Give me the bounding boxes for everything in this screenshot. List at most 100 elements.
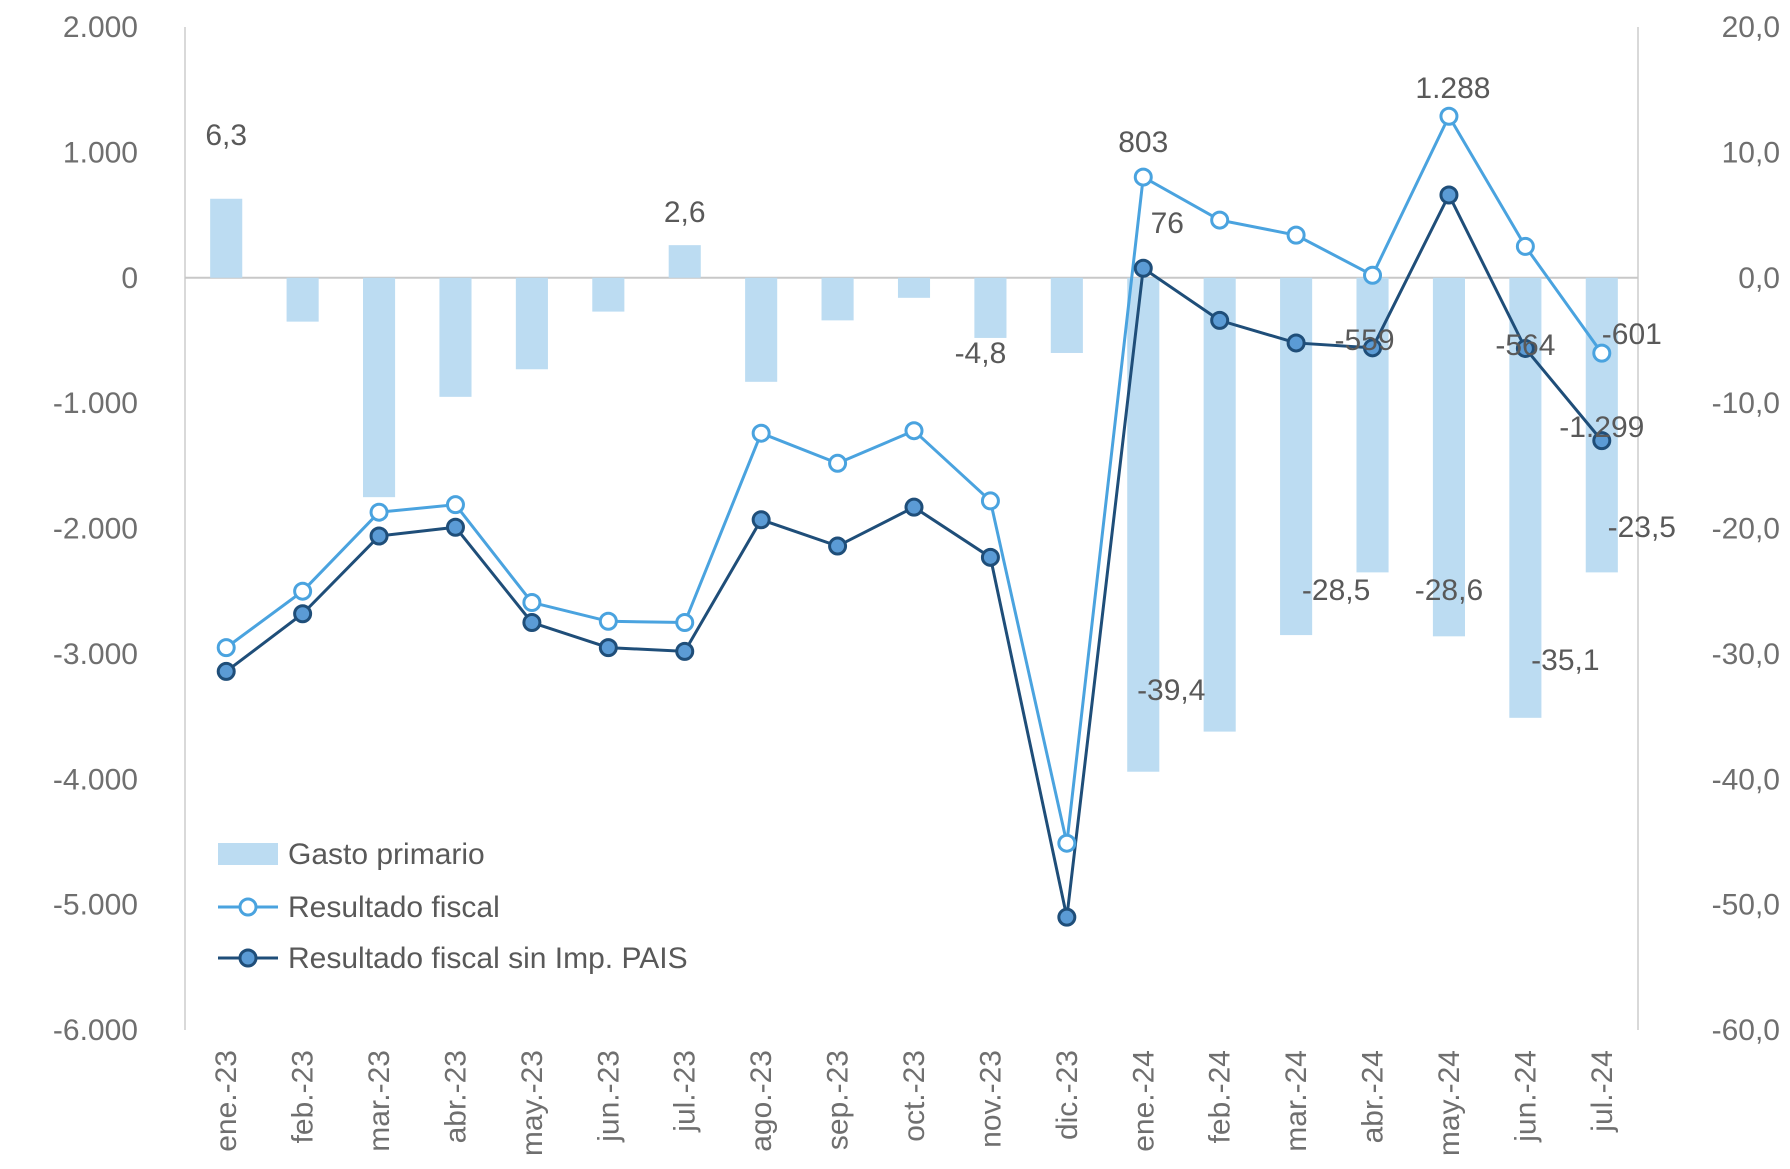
data-label-resultado-fiscal-sin-imp-pais: -564 (1495, 329, 1555, 362)
x-axis-tick-label: dic.-23 (1051, 1050, 1084, 1140)
point-resultado-fiscal-sin-imp-pais (904, 497, 924, 517)
point-resultado-fiscal (293, 581, 313, 601)
point-resultado-fiscal-sin-imp-pais (522, 613, 542, 633)
right-axis-tick-label: -30,0 (1712, 638, 1780, 671)
x-axis-tick-label: feb.-23 (287, 1050, 320, 1143)
point-resultado-fiscal (1210, 210, 1230, 230)
right-axis-tick-label: 0,0 (1738, 262, 1780, 295)
data-label-gasto-primario: -28,6 (1415, 574, 1483, 607)
legend-marker (238, 897, 258, 917)
legend-label-gasto-primario: Gasto primario (288, 838, 485, 871)
point-resultado-fiscal (675, 613, 695, 633)
point-resultado-fiscal (980, 491, 1000, 511)
point-resultado-fiscal (1592, 343, 1612, 363)
data-label-gasto-primario: -23,5 (1608, 511, 1676, 544)
bar-gasto-primario (1432, 277, 1465, 637)
left-axis-tick-label: 2.000 (63, 11, 138, 44)
left-axis-tick-label: 1.000 (63, 136, 138, 169)
legend-marker (238, 948, 258, 968)
point-resultado-fiscal-sin-imp-pais (216, 661, 236, 681)
bar-gasto-primario (439, 277, 472, 397)
left-axis-tick-label: -3.000 (53, 638, 138, 671)
point-resultado-fiscal (216, 638, 236, 658)
point-resultado-fiscal (1133, 167, 1153, 187)
left-axis-tick-label: -1.000 (53, 387, 138, 420)
point-resultado-fiscal-sin-imp-pais (1515, 338, 1535, 358)
bar-gasto-primario (745, 277, 778, 382)
x-axis-tick-label: jun.-24 (1509, 1050, 1542, 1143)
legend-label-resultado-fiscal-sin-imp-pais: Resultado fiscal sin Imp. PAIS (288, 942, 688, 975)
data-label-resultado-fiscal: 803 (1118, 126, 1168, 159)
bar-gasto-primario (210, 198, 243, 278)
right-axis-tick-label: -50,0 (1712, 889, 1780, 922)
x-axis-tick-label: abr.-24 (1357, 1050, 1390, 1143)
x-axis-tick-label: oct.-23 (898, 1050, 931, 1142)
point-resultado-fiscal-sin-imp-pais (293, 604, 313, 624)
right-axis-tick-label: 20,0 (1722, 11, 1780, 44)
x-axis-tick-label: ene.-24 (1127, 1050, 1160, 1152)
x-axis-tick-label: ene.-23 (210, 1050, 243, 1152)
right-axis-tick-label: -60,0 (1712, 1014, 1780, 1047)
data-label-gasto-primario: -28,5 (1302, 574, 1370, 607)
left-axis-tick-label: 0 (121, 262, 138, 295)
x-axis-tick-label: may.-24 (1433, 1050, 1466, 1156)
data-label-resultado-fiscal: 1.288 (1415, 72, 1490, 105)
legend-swatch-gasto-primario (218, 843, 278, 865)
bar-gasto-primario (974, 277, 1007, 338)
legend: Gasto primario Resultado fiscal Resultado … (218, 838, 688, 975)
line-resultado-fiscal-sin-imp-pais (225, 191, 1603, 918)
data-label-resultado-fiscal-sin-imp-pais: 76 (1151, 207, 1184, 240)
point-resultado-fiscal-sin-imp-pais (1210, 310, 1230, 330)
point-resultado-fiscal (1439, 106, 1459, 126)
point-resultado-fiscal (369, 502, 389, 522)
point-resultado-fiscal-sin-imp-pais (1057, 907, 1077, 927)
right-axis-tick-label: 10,0 (1722, 136, 1780, 169)
x-axis-tick-label: abr.-23 (439, 1050, 472, 1143)
point-resultado-fiscal-sin-imp-pais (675, 641, 695, 661)
point-resultado-fiscal (1057, 833, 1077, 853)
bar-gasto-primario (1203, 277, 1236, 732)
point-resultado-fiscal-sin-imp-pais (1592, 431, 1612, 451)
point-resultado-fiscal (1363, 265, 1383, 285)
bars-layer (210, 198, 1618, 772)
bar-gasto-primario (515, 277, 548, 370)
x-axis-tick-label: nov.-23 (974, 1050, 1007, 1148)
line-resultado-fiscal (225, 113, 1604, 844)
bar-gasto-primario (1356, 277, 1389, 573)
chart-axes: 2.000 1.000 0 -1.000 -2.000 -3.000 -4.000 -5.00… (53, 11, 1780, 1156)
bar-gasto-primario (897, 277, 931, 298)
left-axis-tick-label: -6.000 (53, 1014, 138, 1047)
point-resultado-fiscal (904, 421, 924, 441)
data-label-gasto-primario: 2,6 (664, 196, 706, 229)
left-axis-tick-label: -4.000 (53, 763, 138, 796)
right-axis-tick-label: -40,0 (1712, 763, 1780, 796)
bar-gasto-primario (363, 277, 396, 498)
point-resultado-fiscal-sin-imp-pais (1286, 333, 1306, 353)
point-resultado-fiscal (751, 423, 771, 443)
x-axis-tick-label: may.-23 (516, 1050, 549, 1156)
x-axis-tick-label: feb.-24 (1204, 1050, 1237, 1143)
right-axis-tick-label: -10,0 (1712, 387, 1780, 420)
point-resultado-fiscal-sin-imp-pais (1363, 338, 1383, 358)
bar-gasto-primario (668, 245, 701, 278)
x-axis-tick-label: jul.-23 (669, 1050, 702, 1133)
x-axis-tick-label: jun.-23 (592, 1050, 625, 1143)
data-label-resultado-fiscal-sin-imp-pais: -559 (1335, 324, 1395, 357)
data-labels-layer: 6,3 2,6 -4,8 -39,4 -28,5 -28,6 -35,1 -23,5 803 1.… (205, 72, 1676, 707)
lines-layer (216, 106, 1612, 927)
point-resultado-fiscal-sin-imp-pais (598, 638, 618, 658)
point-resultado-fiscal-sin-imp-pais (751, 510, 771, 530)
bar-gasto-primario (1585, 277, 1618, 573)
point-resultado-fiscal (1515, 236, 1535, 256)
data-label-gasto-primario: 6,3 (205, 119, 247, 152)
x-axis-tick-label: mar.-23 (363, 1050, 396, 1152)
data-label-gasto-primario: -4,8 (955, 337, 1007, 370)
x-axis-tick-label: ago.-23 (745, 1050, 778, 1152)
x-axis-tick-label: sep.-23 (822, 1050, 855, 1150)
bar-gasto-primario (1050, 277, 1083, 353)
data-label-resultado-fiscal: -601 (1602, 318, 1662, 351)
point-resultado-fiscal-sin-imp-pais (828, 536, 848, 556)
point-resultado-fiscal-sin-imp-pais (1439, 185, 1459, 205)
point-resultado-fiscal (828, 453, 848, 473)
data-label-gasto-primario: -35,1 (1531, 644, 1599, 677)
